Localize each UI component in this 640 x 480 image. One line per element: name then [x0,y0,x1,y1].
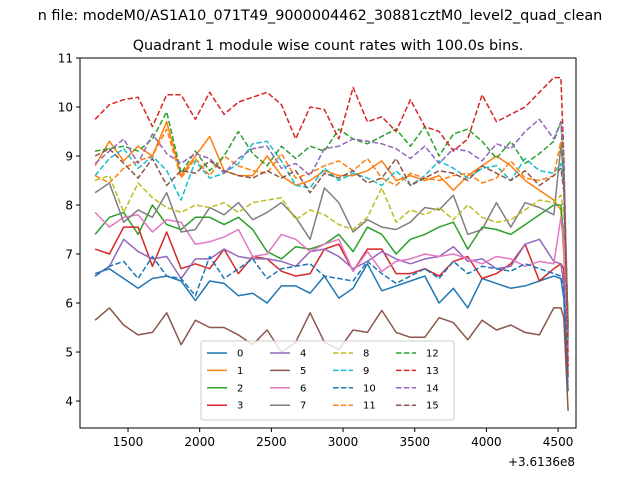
legend-label: 12 [426,349,439,360]
legend-label: 6 [300,383,306,394]
series-line-13 [94,76,569,367]
series-line-10 [94,255,569,382]
y-tick-label: 4 [65,395,73,409]
legend-label: 11 [363,401,376,412]
y-tick-label: 8 [65,199,73,213]
x-tick-label: 4000 [471,435,502,449]
legend-label: 1 [237,366,243,377]
legend-box [200,340,455,421]
figure-suptitle: n file: modeM0/AS1A10_071T49_9000004462_… [38,8,603,24]
legend-label: 3 [237,401,243,412]
series-line-8 [94,174,569,343]
legend-label: 15 [426,401,439,412]
legend-label: 13 [426,366,439,377]
series-line-6 [94,211,569,348]
y-tick-label: 9 [65,150,73,164]
legend-label: 9 [363,366,369,377]
x-tick-label: 1500 [113,435,144,449]
series-line-11 [94,128,569,338]
legend-label: 2 [237,383,243,394]
legend-label: 5 [300,366,306,377]
legend-label: 7 [300,401,306,412]
legend-label: 10 [363,383,376,394]
series-line-4 [94,238,569,362]
x-tick-label: 3500 [399,435,430,449]
x-tick-label: 4500 [543,435,574,449]
y-tick-label: 10 [58,101,73,115]
y-tick-label: 6 [65,297,73,311]
x-offset-label: +3.6136e8 [508,455,575,469]
legend-label: 4 [300,349,306,360]
y-tick-label: 7 [65,248,73,262]
legend-label: 14 [426,383,439,394]
series-line-15 [94,147,569,328]
y-tick-label: 11 [58,52,73,66]
plot-area: 1500 2000 2500 3000 3500 4000 4500456789101101… [58,52,577,449]
y-tick-label: 5 [65,346,73,360]
series-line-2 [94,204,569,338]
series-line-1 [94,120,569,353]
series-line-0 [94,263,569,392]
series-line-7 [94,145,569,333]
legend-label: 0 [237,349,243,360]
legend-label: 8 [363,349,369,360]
axes-frame [79,57,577,429]
x-tick-label: 3000 [328,435,359,449]
x-tick-label: 2000 [184,435,215,449]
series-line-9 [94,140,569,343]
chart-title: Quadrant 1 module wise count rates with … [133,38,524,54]
series-line-5 [94,307,569,411]
x-tick-label: 2500 [256,435,287,449]
series-line-14 [94,118,569,333]
